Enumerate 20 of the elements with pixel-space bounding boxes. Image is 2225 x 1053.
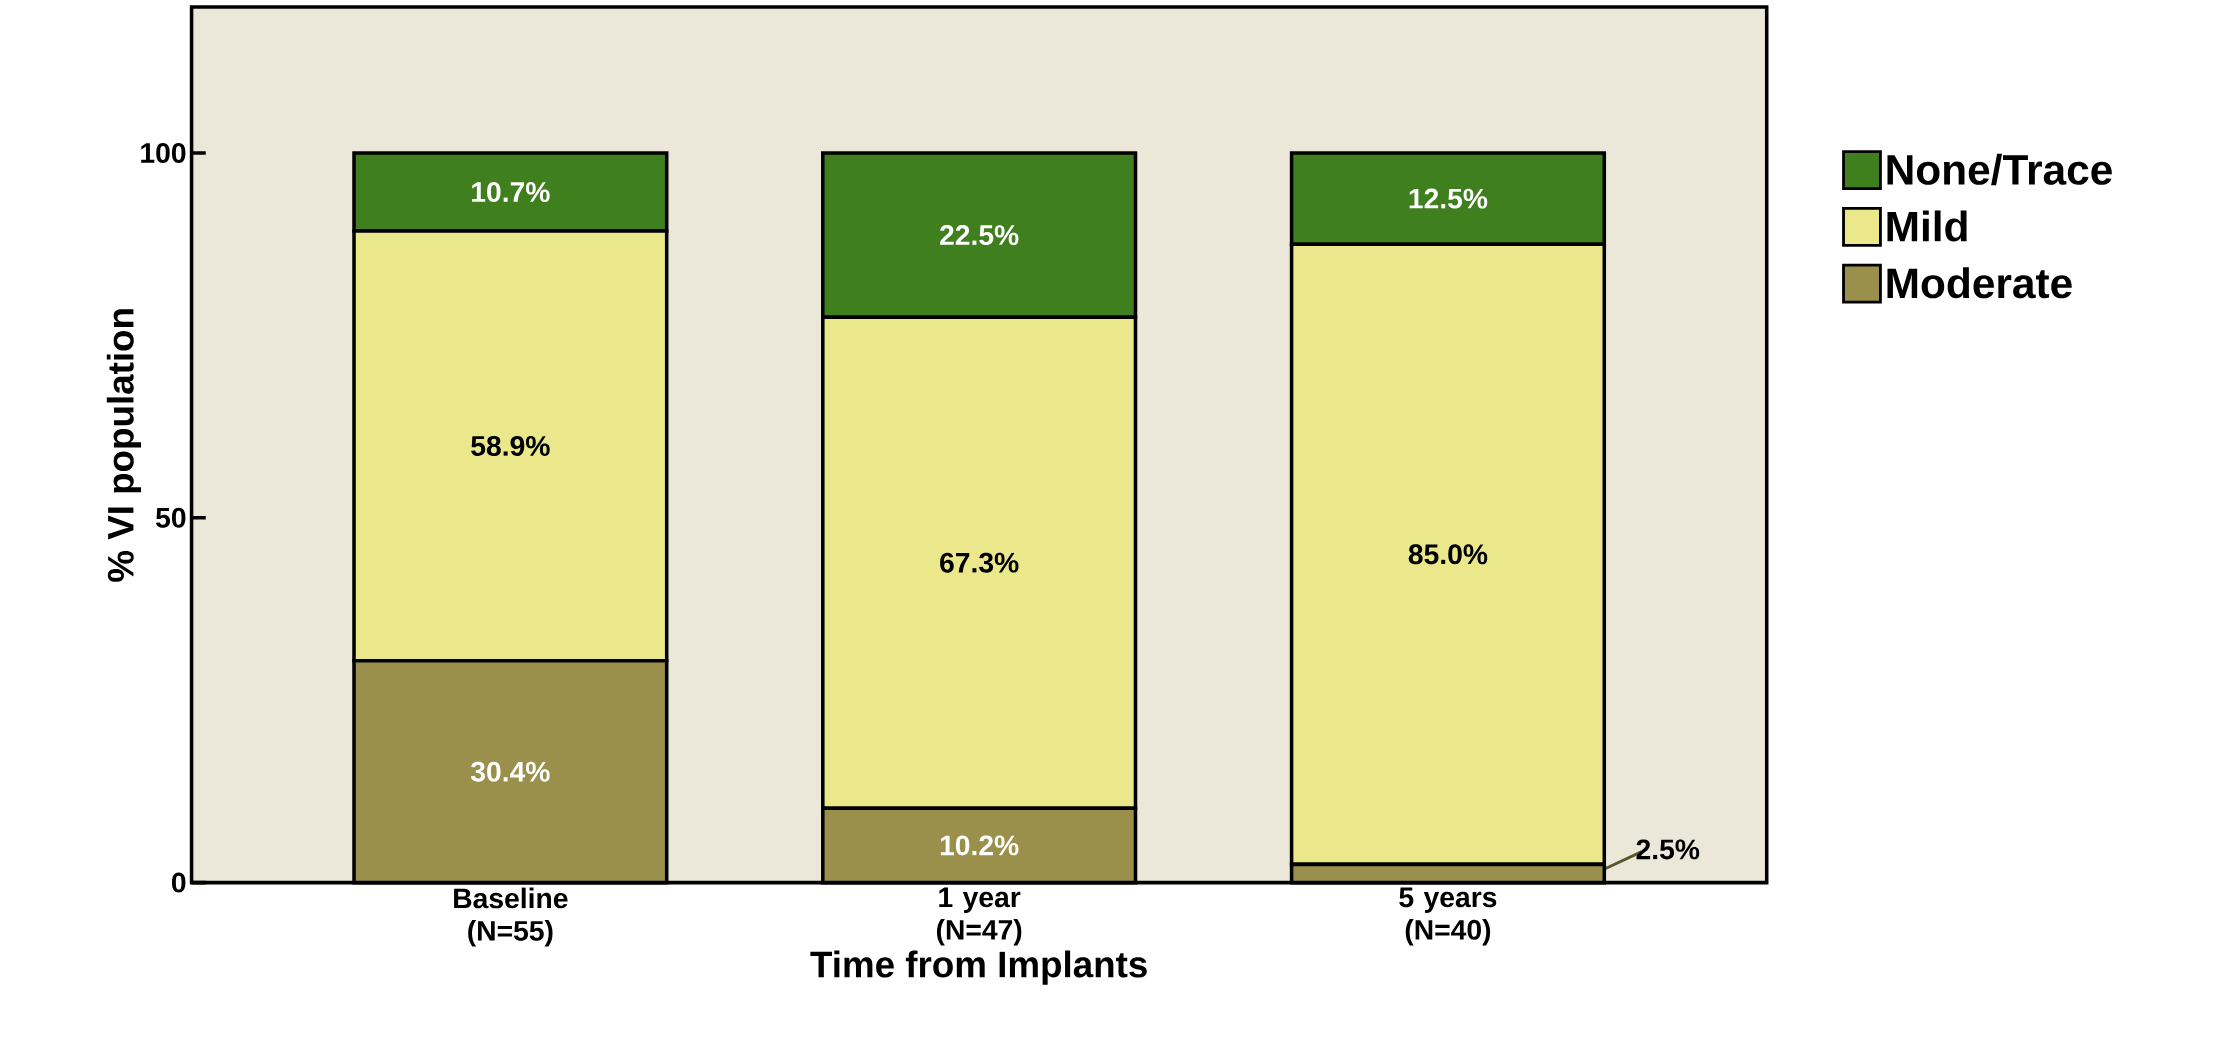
y-axis-title: % VI population bbox=[106, 309, 142, 582]
legend-label: Moderate bbox=[1887, 267, 2072, 299]
y-tick-label: 50 bbox=[156, 507, 186, 528]
data-label: 58.9% bbox=[471, 435, 550, 456]
legend-label: None/Trace bbox=[1887, 153, 2112, 186]
legend-label: Mild bbox=[1887, 210, 1967, 242]
data-label: 67.3% bbox=[940, 552, 1019, 573]
y-tick-label: 0 bbox=[171, 872, 186, 893]
data-label: 10.2% bbox=[940, 835, 1019, 856]
y-tick-label: 100 bbox=[141, 143, 186, 164]
data-label: 2.5% bbox=[1636, 839, 1700, 860]
data-label: 30.4% bbox=[470, 761, 550, 782]
data-label: 12.5% bbox=[1409, 188, 1488, 209]
data-label: 10.7% bbox=[472, 182, 550, 203]
x-axis-title: Time from Implants bbox=[810, 950, 1147, 985]
x-tick-label: 5 years (N=40) bbox=[1399, 887, 1497, 946]
data-label: 22.5% bbox=[940, 225, 1019, 246]
data-label: 85.0% bbox=[1408, 544, 1488, 565]
x-tick-label: Baseline (N=55) bbox=[454, 887, 568, 947]
x-tick-label: 1 year (N=47) bbox=[936, 887, 1022, 946]
